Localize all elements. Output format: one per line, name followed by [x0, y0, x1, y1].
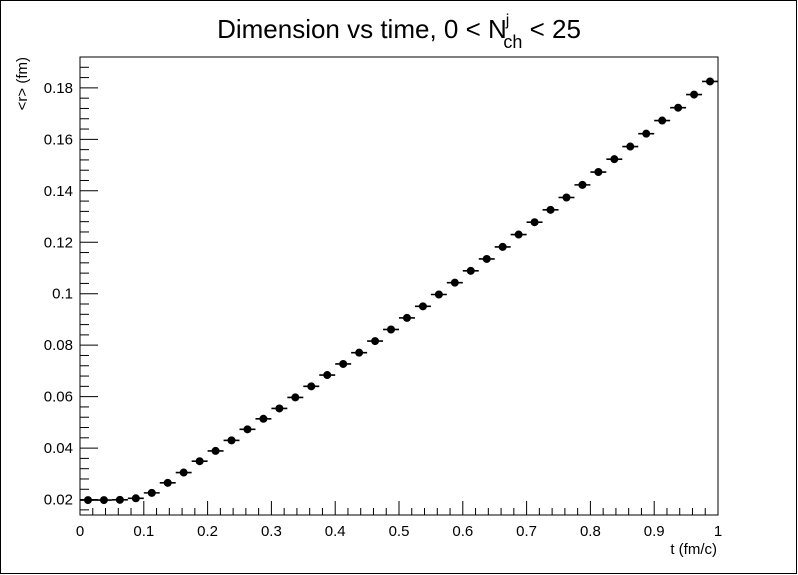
data-point: [706, 77, 715, 86]
data-point: [371, 337, 380, 346]
y-tick-label: 0.16: [44, 131, 73, 148]
y-axis-label: <r> (fm): [14, 57, 31, 110]
chart-title-suffix: < 25: [522, 14, 581, 44]
data-point: [227, 436, 236, 445]
chart-title: Dimension vs time, 0 < Nj ch < 25: [217, 12, 581, 52]
data-point: [163, 478, 172, 487]
data-point: [243, 425, 252, 434]
y-tick-label: 0.1: [52, 286, 73, 303]
x-axis: 0 0.1 0.2 0.3 0.4 0.5 0.6 0.7 0.8 0.9 1: [76, 501, 722, 540]
y-tick-label: 0.14: [44, 183, 73, 200]
data-point: [147, 488, 156, 497]
data-point: [307, 382, 316, 391]
data-point: [674, 103, 683, 112]
data-point: [211, 446, 220, 455]
data-point: [562, 193, 571, 202]
y-tick-label: 0.04: [44, 440, 73, 457]
x-tick-label: 1: [714, 523, 722, 540]
data-point: [482, 254, 491, 263]
data-point: [418, 302, 427, 311]
data-point: [402, 313, 411, 322]
x-tick-label: 0.5: [389, 523, 410, 540]
y-tick-label: 0.08: [44, 337, 73, 354]
data-point: [498, 242, 507, 251]
chart-title-superscript: j: [505, 12, 510, 29]
data-point: [291, 393, 300, 402]
data-point: [83, 496, 92, 505]
data-point: [450, 278, 459, 287]
data-point: [594, 168, 603, 177]
data-point: [99, 496, 108, 505]
y-tick-label: 0.18: [44, 80, 73, 97]
data-point: [259, 414, 268, 423]
data-point: [115, 495, 124, 504]
data-point: [530, 218, 539, 227]
y-tick-label: 0.06: [44, 389, 73, 406]
y-axis: 0.02 0.04 0.06 0.08 0.1 0.12 0.14 0.16 0.18: [44, 56, 98, 511]
data-point: [626, 142, 635, 151]
data-point: [434, 290, 443, 299]
data-point: [690, 90, 699, 99]
data-point: [355, 348, 364, 357]
data-point: [578, 180, 587, 189]
data-point: [642, 129, 651, 138]
x-tick-label: 0.6: [452, 523, 473, 540]
data-point: [610, 155, 619, 164]
y-tick-label: 0.12: [44, 234, 73, 251]
x-tick-label: 0.8: [580, 523, 601, 540]
x-tick-label: 0.1: [133, 523, 154, 540]
chart-title-main: Dimension vs time, 0 < N: [217, 14, 507, 44]
data-point: [387, 325, 396, 334]
data-points: [80, 77, 718, 505]
data-point: [466, 266, 475, 275]
x-tick-label: 0.3: [261, 523, 282, 540]
data-point: [275, 404, 284, 413]
data-point: [179, 468, 188, 477]
data-point: [546, 205, 555, 214]
plot-area: [79, 56, 719, 516]
data-point: [339, 359, 348, 368]
data-point: [195, 457, 204, 466]
x-tick-label: 0: [76, 523, 84, 540]
data-point: [514, 230, 523, 239]
x-tick-label: 0.9: [644, 523, 665, 540]
x-axis-label: t (fm/c): [670, 541, 717, 558]
data-point: [323, 371, 332, 380]
x-tick-label: 0.7: [516, 523, 537, 540]
x-tick-label: 0.4: [325, 523, 346, 540]
data-point: [131, 494, 140, 503]
data-point: [658, 116, 667, 125]
x-tick-label: 0.2: [197, 523, 218, 540]
chart-title-subscript: ch: [503, 32, 522, 52]
y-tick-label: 0.02: [44, 492, 73, 509]
